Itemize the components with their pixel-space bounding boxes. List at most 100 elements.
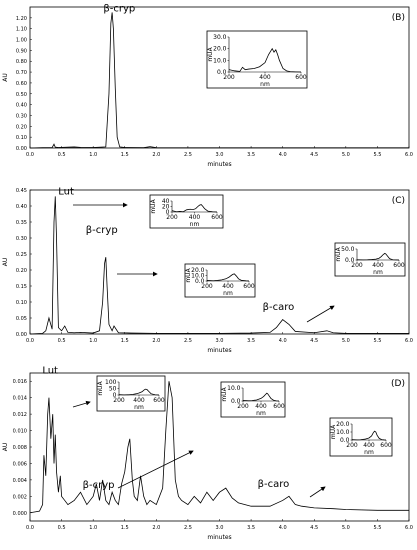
peak-label: β-cryp (83, 480, 115, 491)
inset-y-tick-label: 10.0 (336, 429, 350, 436)
x-tick-label: 2.5 (184, 152, 192, 158)
inset-spectrum-line (351, 430, 387, 441)
inset-spectrum-line (118, 388, 160, 396)
y-tick-label: 0.008 (13, 445, 27, 451)
inset-y-tick-label: 50.0 (341, 246, 355, 253)
inset-x-axis-title: nm (373, 269, 383, 276)
inset-x-tick-label: 600 (393, 262, 405, 269)
inset-x-tick-label: 400 (133, 397, 145, 404)
y-tick-label: 0.05 (16, 316, 27, 322)
x-tick-label: 0.0 (26, 338, 34, 344)
y-tick-label: 0.000 (13, 511, 27, 517)
x-tick-label: 5.0 (342, 152, 350, 158)
y-tick-label: 0.50 (16, 92, 27, 98)
x-tick-label: 3.0 (216, 152, 224, 158)
peak-label: β-cryp (86, 225, 118, 236)
chromatogram-line (29, 381, 409, 514)
y-tick-label: 0.00 (16, 332, 27, 338)
x-tick-label: 0.0 (26, 152, 34, 158)
chromatogram-line (29, 12, 409, 149)
chart-panel-d: 0.0 0.5 1.0 1.5 2.0 2.5 3.0 3.5 4.0 4.5 5.0 5.5 6.0 0… (2, 366, 413, 541)
x-tick-label: 0.5 (58, 152, 66, 158)
peak-label: β-caro (258, 479, 290, 490)
inset-x-axis-title: nm (260, 81, 270, 88)
callout-arrow (72, 400, 91, 408)
y-tick-label: 0.010 (13, 429, 27, 435)
y-tick-label: 0.20 (16, 268, 27, 274)
x-axis-title: minutes (207, 534, 231, 541)
inset-x-axis-title: nm (256, 410, 266, 417)
inset-y-tick-label: 20 (162, 204, 170, 211)
y-tick-label: 1.20 (16, 16, 27, 22)
inset-spectrum-line (228, 47, 302, 73)
panel-letter: (C) (392, 196, 405, 206)
y-tick-label: 0.35 (16, 220, 27, 226)
inset-y-tick-label: 0 (166, 209, 170, 216)
inset-x-tick-label: 400 (255, 403, 267, 410)
y-tick-label: 0.004 (13, 478, 27, 484)
inset-x-tick-label: 200 (201, 283, 213, 290)
y-tick-label: 1.10 (16, 27, 27, 33)
x-tick-label: 1.0 (89, 152, 97, 158)
y-tick-label: 0.10 (16, 135, 27, 141)
x-tick-label: 2.0 (152, 152, 160, 158)
inset-y-axis-title: mUA (221, 386, 228, 401)
panel-letter: (B) (392, 13, 405, 23)
x-tick-label: 2.0 (152, 338, 160, 344)
x-tick-label: 5.5 (373, 152, 381, 158)
inset-spectrum-line (242, 392, 280, 402)
inset-x-tick-label: 400 (189, 214, 201, 221)
x-tick-label: 3.0 (216, 338, 224, 344)
inset-spectrum-line (206, 273, 250, 282)
y-tick-label: 0.012 (13, 412, 27, 418)
x-tick-label: 4.0 (279, 525, 287, 531)
inset-y-tick-label: 0.0 (217, 69, 227, 76)
y-tick-label: 0.016 (13, 379, 27, 385)
x-tick-label: 5.0 (342, 525, 350, 531)
x-tick-label: 1.5 (121, 152, 129, 158)
inset-x-tick-label: 200 (113, 397, 125, 404)
x-tick-label: 0.5 (58, 338, 66, 344)
y-axis-title: AU (2, 258, 9, 267)
inset-y-tick-label: 0 (113, 392, 117, 399)
x-tick-label: 5.0 (342, 338, 350, 344)
x-tick-label: 4.0 (279, 338, 287, 344)
inset-x-tick-label: 400 (372, 262, 384, 269)
inset-x-tick-label: 600 (211, 214, 223, 221)
y-tick-label: 0.40 (16, 204, 27, 210)
x-tick-label: 3.0 (216, 525, 224, 531)
inset-x-tick-label: 600 (273, 403, 285, 410)
x-tick-label: 2.5 (184, 525, 192, 531)
inset-y-tick-label: 50 (109, 386, 117, 393)
x-tick-label: 1.0 (89, 525, 97, 531)
x-tick-label: 4.5 (310, 338, 318, 344)
peak-label: Lut (58, 186, 74, 197)
inset-y-tick-label: 10.0 (191, 273, 205, 280)
x-tick-label: 6.0 (405, 152, 413, 158)
y-tick-label: 0.10 (16, 300, 27, 306)
inset-spectrum-line (356, 252, 400, 261)
x-tick-label: 6.0 (405, 525, 413, 531)
inset-x-tick-label: 400 (259, 74, 271, 81)
peak-label: Lut (42, 366, 58, 377)
callout-arrow (309, 486, 326, 498)
x-tick-label: 0.0 (26, 525, 34, 531)
inset-frame (96, 375, 166, 412)
callout-arrow (306, 305, 335, 323)
inset-x-axis-title: nm (364, 449, 374, 456)
y-axis-title: AU (2, 443, 9, 452)
inset-y-tick-label: 100 (105, 379, 117, 386)
x-tick-label: 3.5 (247, 338, 255, 344)
peak-label: β-cryp (103, 4, 135, 15)
y-tick-label: 0.60 (16, 81, 27, 87)
inset-y-tick-label: 20.0 (213, 46, 227, 53)
x-tick-label: 4.5 (310, 525, 318, 531)
x-tick-label: 3.5 (247, 525, 255, 531)
x-axis-title: minutes (207, 161, 231, 168)
inset-x-tick-label: 600 (380, 442, 392, 449)
inset-y-tick-label: 10.0 (227, 385, 241, 392)
inset-x-tick-label: 400 (222, 283, 234, 290)
inset-x-tick-label: 200 (351, 262, 363, 269)
inset-y-axis-title: mUA (207, 46, 214, 61)
inset-y-axis-title: mUA (185, 267, 192, 282)
